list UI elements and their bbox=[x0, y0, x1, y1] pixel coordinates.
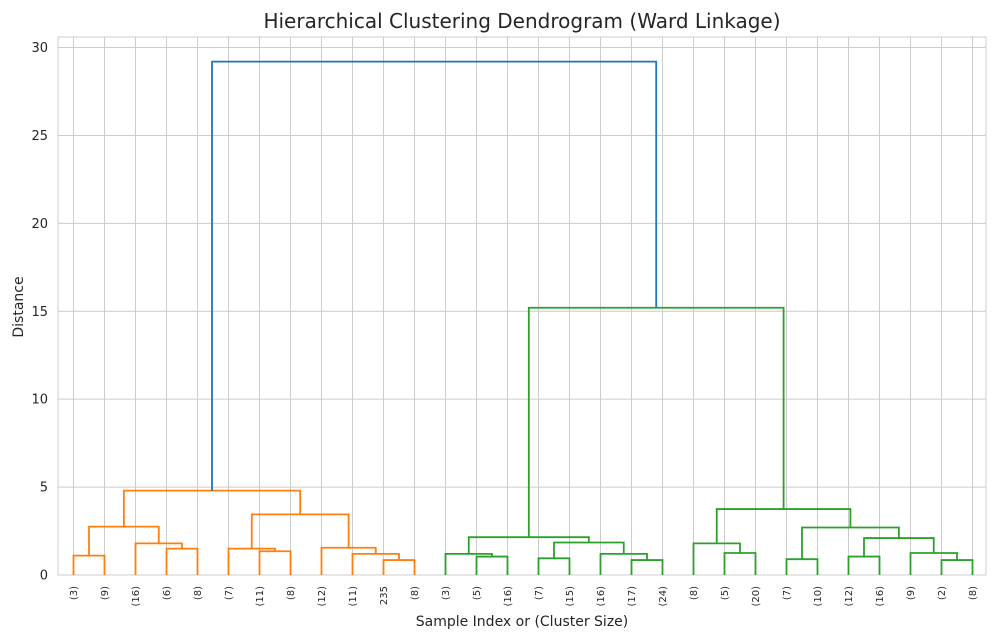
dendrogram-link bbox=[553, 541, 625, 559]
leaf-label: (5) bbox=[720, 586, 731, 600]
leaf-label: (3) bbox=[441, 586, 452, 600]
leaf-label: (8) bbox=[286, 586, 297, 600]
dendrogram-links bbox=[72, 60, 974, 575]
leaf-label: (17) bbox=[627, 586, 638, 607]
dendrogram-link bbox=[909, 552, 958, 575]
y-tick-label: 0 bbox=[40, 569, 48, 584]
leaf-label: (8) bbox=[193, 586, 204, 600]
leaf-label: (16) bbox=[503, 586, 514, 607]
leaf-label: (9) bbox=[100, 586, 111, 600]
leaf-label: (15) bbox=[565, 586, 576, 607]
leaf-label: (10) bbox=[813, 586, 824, 607]
leaf-label: (16) bbox=[875, 586, 886, 607]
y-tick-label: 25 bbox=[31, 129, 48, 144]
leaf-label: (8) bbox=[410, 586, 421, 600]
leaf-label: (5) bbox=[472, 586, 483, 600]
x-axis-label: Sample Index or (Cluster Size) bbox=[416, 614, 629, 630]
leaf-label: (2) bbox=[937, 586, 948, 600]
leaf-label: (16) bbox=[596, 586, 607, 607]
leaf-label: (11) bbox=[255, 586, 266, 607]
dendrogram-link bbox=[134, 542, 183, 575]
leaf-label: (24) bbox=[658, 586, 669, 607]
y-axis-ticks: 0 5 10 15 20 25 30 bbox=[31, 41, 48, 583]
chart-title: Hierarchical Clustering Dendrogram (Ward… bbox=[263, 9, 780, 33]
y-tick-label: 10 bbox=[31, 393, 48, 408]
leaf-label: (7) bbox=[782, 586, 793, 600]
leaf-label: (8) bbox=[968, 586, 979, 600]
dendrogram-link bbox=[940, 559, 974, 575]
leaf-label: 235 bbox=[379, 586, 390, 605]
dendrogram-link bbox=[211, 60, 658, 491]
y-tick-label: 5 bbox=[40, 481, 48, 496]
y-tick-label: 15 bbox=[31, 305, 48, 320]
y-tick-label: 30 bbox=[31, 41, 48, 56]
dendrogram-link bbox=[723, 552, 757, 575]
leaf-label: (20) bbox=[751, 586, 762, 607]
x-axis-ticks: (3) (9) (16) (6) (8) (7) (11) (8) (12) (11) 235 (8)… bbox=[69, 586, 979, 607]
dendrogram-link bbox=[630, 559, 664, 575]
dendrogram-link bbox=[382, 559, 416, 575]
y-axis-label: Distance bbox=[11, 276, 27, 337]
y-tick-label: 20 bbox=[31, 217, 48, 232]
dendrogram-link bbox=[122, 489, 302, 527]
leaf-label: (11) bbox=[348, 586, 359, 607]
leaf-label: (7) bbox=[224, 586, 235, 600]
leaf-label: (7) bbox=[534, 586, 545, 600]
leaf-label: (12) bbox=[317, 586, 328, 607]
leaf-label: (8) bbox=[689, 586, 700, 600]
dendrogram-link bbox=[258, 550, 292, 575]
leaf-label: (9) bbox=[906, 586, 917, 600]
leaf-label: (12) bbox=[844, 586, 855, 607]
dendrogram-link bbox=[692, 542, 741, 575]
dendrogram-link bbox=[715, 508, 852, 544]
plot-frame bbox=[57, 36, 987, 576]
leaf-label: (3) bbox=[69, 586, 80, 600]
leaf-label: (16) bbox=[131, 586, 142, 607]
leaf-label: (6) bbox=[162, 586, 173, 600]
